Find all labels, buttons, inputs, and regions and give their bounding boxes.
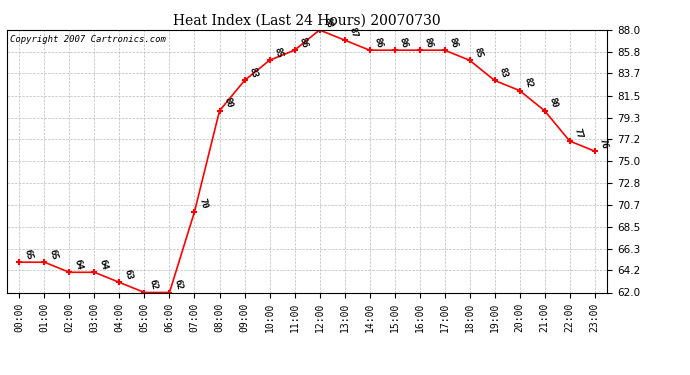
Text: Copyright 2007 Cartronics.com: Copyright 2007 Cartronics.com	[10, 35, 166, 44]
Text: 83: 83	[247, 66, 259, 79]
Text: 80: 80	[547, 97, 559, 109]
Text: 76: 76	[598, 137, 609, 150]
Text: 62: 62	[172, 278, 184, 291]
Text: 65: 65	[47, 248, 59, 261]
Title: Heat Index (Last 24 Hours) 20070730: Heat Index (Last 24 Hours) 20070730	[173, 13, 441, 27]
Text: 77: 77	[573, 127, 584, 140]
Text: 70: 70	[197, 198, 209, 210]
Text: 63: 63	[122, 268, 134, 281]
Text: 86: 86	[447, 36, 459, 49]
Text: 83: 83	[497, 66, 509, 79]
Text: 82: 82	[522, 76, 534, 89]
Text: 86: 86	[297, 36, 309, 49]
Text: 85: 85	[473, 46, 484, 59]
Text: 85: 85	[273, 46, 284, 59]
Text: 62: 62	[147, 278, 159, 291]
Text: 87: 87	[347, 26, 359, 39]
Text: 65: 65	[22, 248, 34, 261]
Text: 86: 86	[422, 36, 434, 49]
Text: 64: 64	[97, 258, 109, 271]
Text: 86: 86	[373, 36, 384, 49]
Text: 80: 80	[222, 97, 234, 109]
Text: 64: 64	[72, 258, 83, 271]
Text: 86: 86	[397, 36, 409, 49]
Text: 88: 88	[322, 16, 334, 28]
